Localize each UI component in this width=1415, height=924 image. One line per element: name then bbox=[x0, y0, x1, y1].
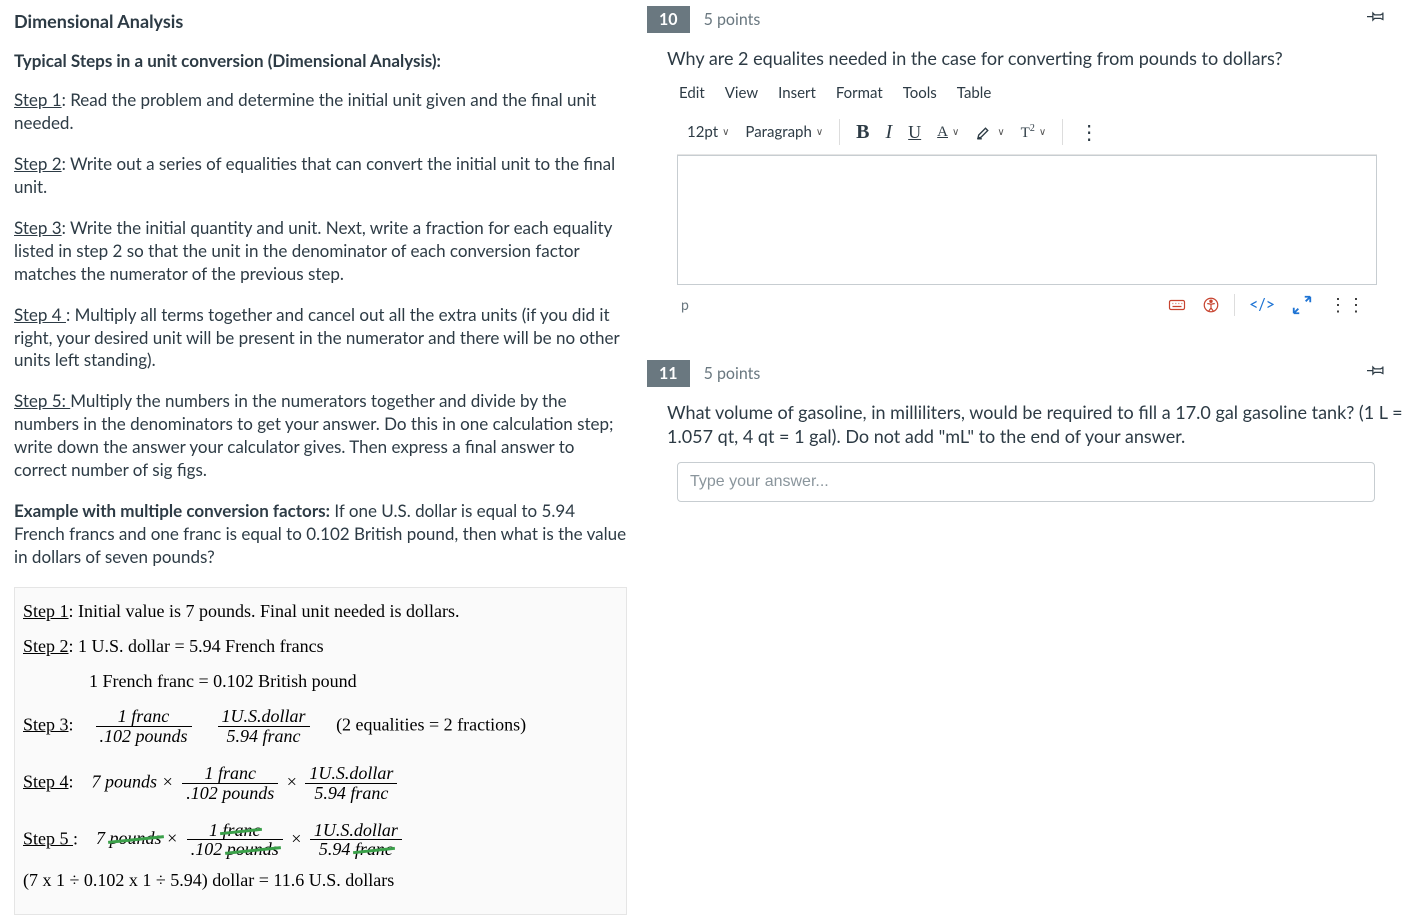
pin-icon[interactable] bbox=[1367, 6, 1387, 30]
example-intro: Example with multiple conversion factors… bbox=[14, 500, 627, 569]
instructions-panel: Dimensional Analysis Typical Steps in a … bbox=[0, 0, 647, 924]
element-path: p bbox=[681, 296, 689, 313]
step-3: Step 3: Write the initial quantity and u… bbox=[14, 217, 627, 286]
text-color-button[interactable]: A ∨ bbox=[929, 120, 967, 145]
step-1: Step 1: Read the problem and determine t… bbox=[14, 89, 627, 135]
question-points: 5 points bbox=[704, 364, 761, 383]
highlight-button[interactable]: ∨ bbox=[967, 119, 1012, 145]
question-points: 5 points bbox=[704, 10, 761, 29]
question-10: 10 5 points Why are 2 equalites needed i… bbox=[647, 0, 1405, 324]
rich-text-editor: Edit View Insert Format Tools Table 12pt… bbox=[677, 84, 1377, 324]
menu-edit[interactable]: Edit bbox=[679, 84, 705, 102]
menu-format[interactable]: Format bbox=[836, 84, 883, 102]
paragraph-style-select[interactable]: Paragraph ∨ bbox=[737, 119, 831, 145]
accessibility-icon[interactable] bbox=[1194, 296, 1228, 314]
menu-table[interactable]: Table bbox=[957, 84, 991, 102]
bold-button[interactable]: B bbox=[848, 117, 877, 148]
editor-footer: p </> ⋮⋮ bbox=[677, 285, 1377, 324]
intro: Typical Steps in a unit conversion (Dime… bbox=[14, 50, 627, 71]
question-11: 11 5 points What volume of gasoline, in … bbox=[647, 354, 1405, 502]
more-button[interactable]: ⋮ bbox=[1071, 116, 1107, 148]
answer-input[interactable] bbox=[677, 462, 1375, 502]
question-number: 10 bbox=[647, 6, 690, 33]
resize-handle-icon[interactable]: ⋮⋮ bbox=[1321, 293, 1373, 316]
keyboard-icon[interactable] bbox=[1160, 296, 1194, 314]
step-2: Step 2: Write out a series of equalities… bbox=[14, 153, 627, 199]
underline-button[interactable]: U bbox=[900, 118, 929, 147]
pin-icon[interactable] bbox=[1367, 360, 1387, 384]
html-view-icon[interactable]: </> bbox=[1241, 295, 1283, 314]
menu-tools[interactable]: Tools bbox=[903, 84, 937, 102]
superscript-button[interactable]: T2 ∨ bbox=[1013, 119, 1055, 146]
question-number: 11 bbox=[647, 360, 690, 387]
question-text: Why are 2 equalites needed in the case f… bbox=[667, 47, 1405, 70]
editor-menubar: Edit View Insert Format Tools Table bbox=[677, 84, 1377, 112]
editor-textarea[interactable] bbox=[677, 155, 1377, 285]
step-5: Step 5: Multiply the numbers in the nume… bbox=[14, 390, 627, 482]
questions-panel: 10 5 points Why are 2 equalites needed i… bbox=[647, 0, 1415, 924]
menu-insert[interactable]: Insert bbox=[778, 84, 816, 102]
worked-example: Step 1: Initial value is 7 pounds. Final… bbox=[14, 587, 627, 915]
font-size-select[interactable]: 12pt ∨ bbox=[679, 119, 737, 145]
editor-toolbar: 12pt ∨ Paragraph ∨ B I U A ∨ ∨ T2 ∨ ⋮ bbox=[677, 112, 1377, 155]
italic-button[interactable]: I bbox=[877, 117, 900, 148]
question-text: What volume of gasoline, in milliliters,… bbox=[667, 401, 1405, 448]
menu-view[interactable]: View bbox=[725, 84, 758, 102]
fullscreen-icon[interactable] bbox=[1283, 294, 1321, 316]
step-4: Step 4 : Multiply all terms together and… bbox=[14, 304, 627, 373]
page-title: Dimensional Analysis bbox=[14, 10, 627, 32]
